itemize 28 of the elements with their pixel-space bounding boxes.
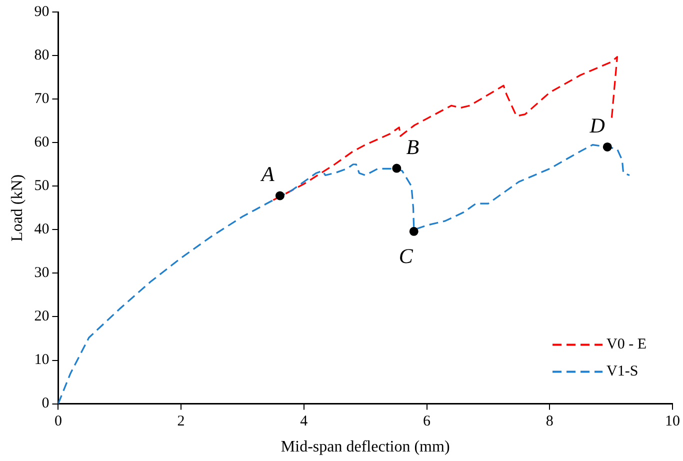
x-tick-label: 8 xyxy=(546,414,554,430)
annotation: D xyxy=(588,113,605,138)
y-tick-label: 40 xyxy=(34,222,50,238)
y-tick-label: 20 xyxy=(34,308,50,325)
point xyxy=(392,164,402,173)
y-tick-label: 30 xyxy=(34,265,50,282)
y-tick-label: 60 xyxy=(34,134,50,151)
x-tick-label: 2 xyxy=(177,414,185,430)
annotation: A xyxy=(260,162,275,186)
legend-label: V0 - E xyxy=(606,336,646,353)
point xyxy=(409,226,418,236)
y-tick-label: 90 xyxy=(34,4,50,20)
x-tick-label: 4 xyxy=(300,414,308,430)
y-tick-label: 80 xyxy=(34,47,50,64)
point xyxy=(602,142,612,152)
x-axis-title: Mid-span deflection (mm) xyxy=(280,438,450,456)
legend-label: V1-S xyxy=(606,364,638,380)
x-tick-label: 0 xyxy=(54,414,62,430)
x-tick-label: 6 xyxy=(423,414,432,430)
annotation: B xyxy=(406,134,420,159)
annotation: C xyxy=(398,244,414,268)
y-tick-label: 50 xyxy=(34,178,50,194)
y-tick-label: 0 xyxy=(42,396,50,412)
y-axis-title: Load (kN) xyxy=(8,174,26,242)
y-tick-label: 10 xyxy=(34,352,50,368)
y-tick-label: 70 xyxy=(34,91,50,108)
x-tick-label: 10 xyxy=(665,414,680,430)
point xyxy=(275,191,284,200)
